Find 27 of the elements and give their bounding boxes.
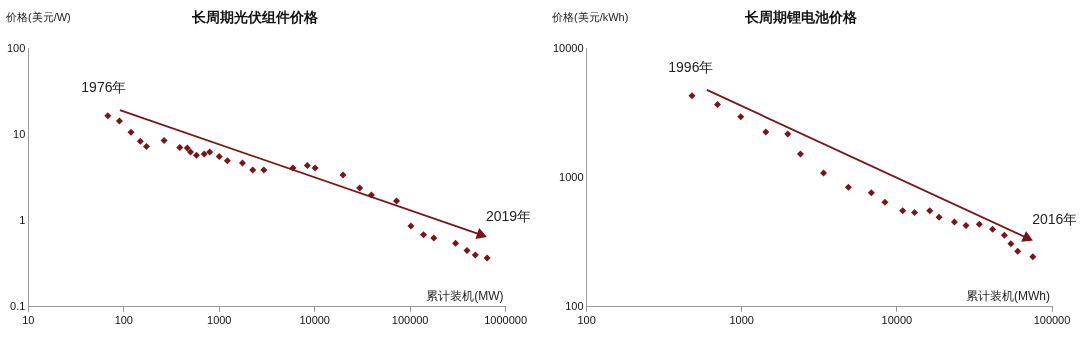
x-tick-label: 1000 — [729, 314, 754, 327]
y-tick-label: 10 — [13, 127, 26, 140]
x-tick-label: 100000 — [391, 314, 429, 327]
x-tick-label: 100 — [577, 314, 596, 327]
x-tick-label: 100 — [114, 314, 133, 327]
chart-title: 长周期锂电池价格 — [744, 9, 858, 26]
y-tick-label: 100 — [565, 299, 584, 312]
x-axis-title: 累计装机(MW) — [426, 289, 504, 304]
x-axis-title: 累计装机(MWh) — [966, 289, 1050, 304]
annotation: 2019年 — [485, 207, 532, 224]
chart-title: 长周期光伏组件价格 — [191, 9, 319, 26]
y-tick-label: 100 — [6, 41, 26, 54]
y-tick-label: 0.1 — [10, 299, 26, 312]
y-axis-title: 价格(美元/W) — [5, 11, 71, 24]
y-tick-label: 10000 — [552, 41, 584, 54]
x-tick-label: 10000 — [881, 314, 913, 327]
annotation: 1996年 — [668, 58, 714, 75]
annotation: 1976年 — [81, 78, 127, 95]
annotation: 2016年 — [1032, 210, 1078, 227]
y-tick-label: 1 — [19, 213, 26, 226]
x-tick-label: 10 — [22, 314, 35, 327]
y-axis-title: 价格(美元/kWh) — [551, 11, 629, 24]
x-tick-label: 1000 — [207, 314, 232, 327]
x-tick-label: 100000 — [1033, 314, 1071, 327]
y-tick-label: 1000 — [559, 170, 584, 183]
x-tick-label: 1000000 — [484, 314, 527, 327]
x-tick-label: 10000 — [299, 314, 330, 327]
